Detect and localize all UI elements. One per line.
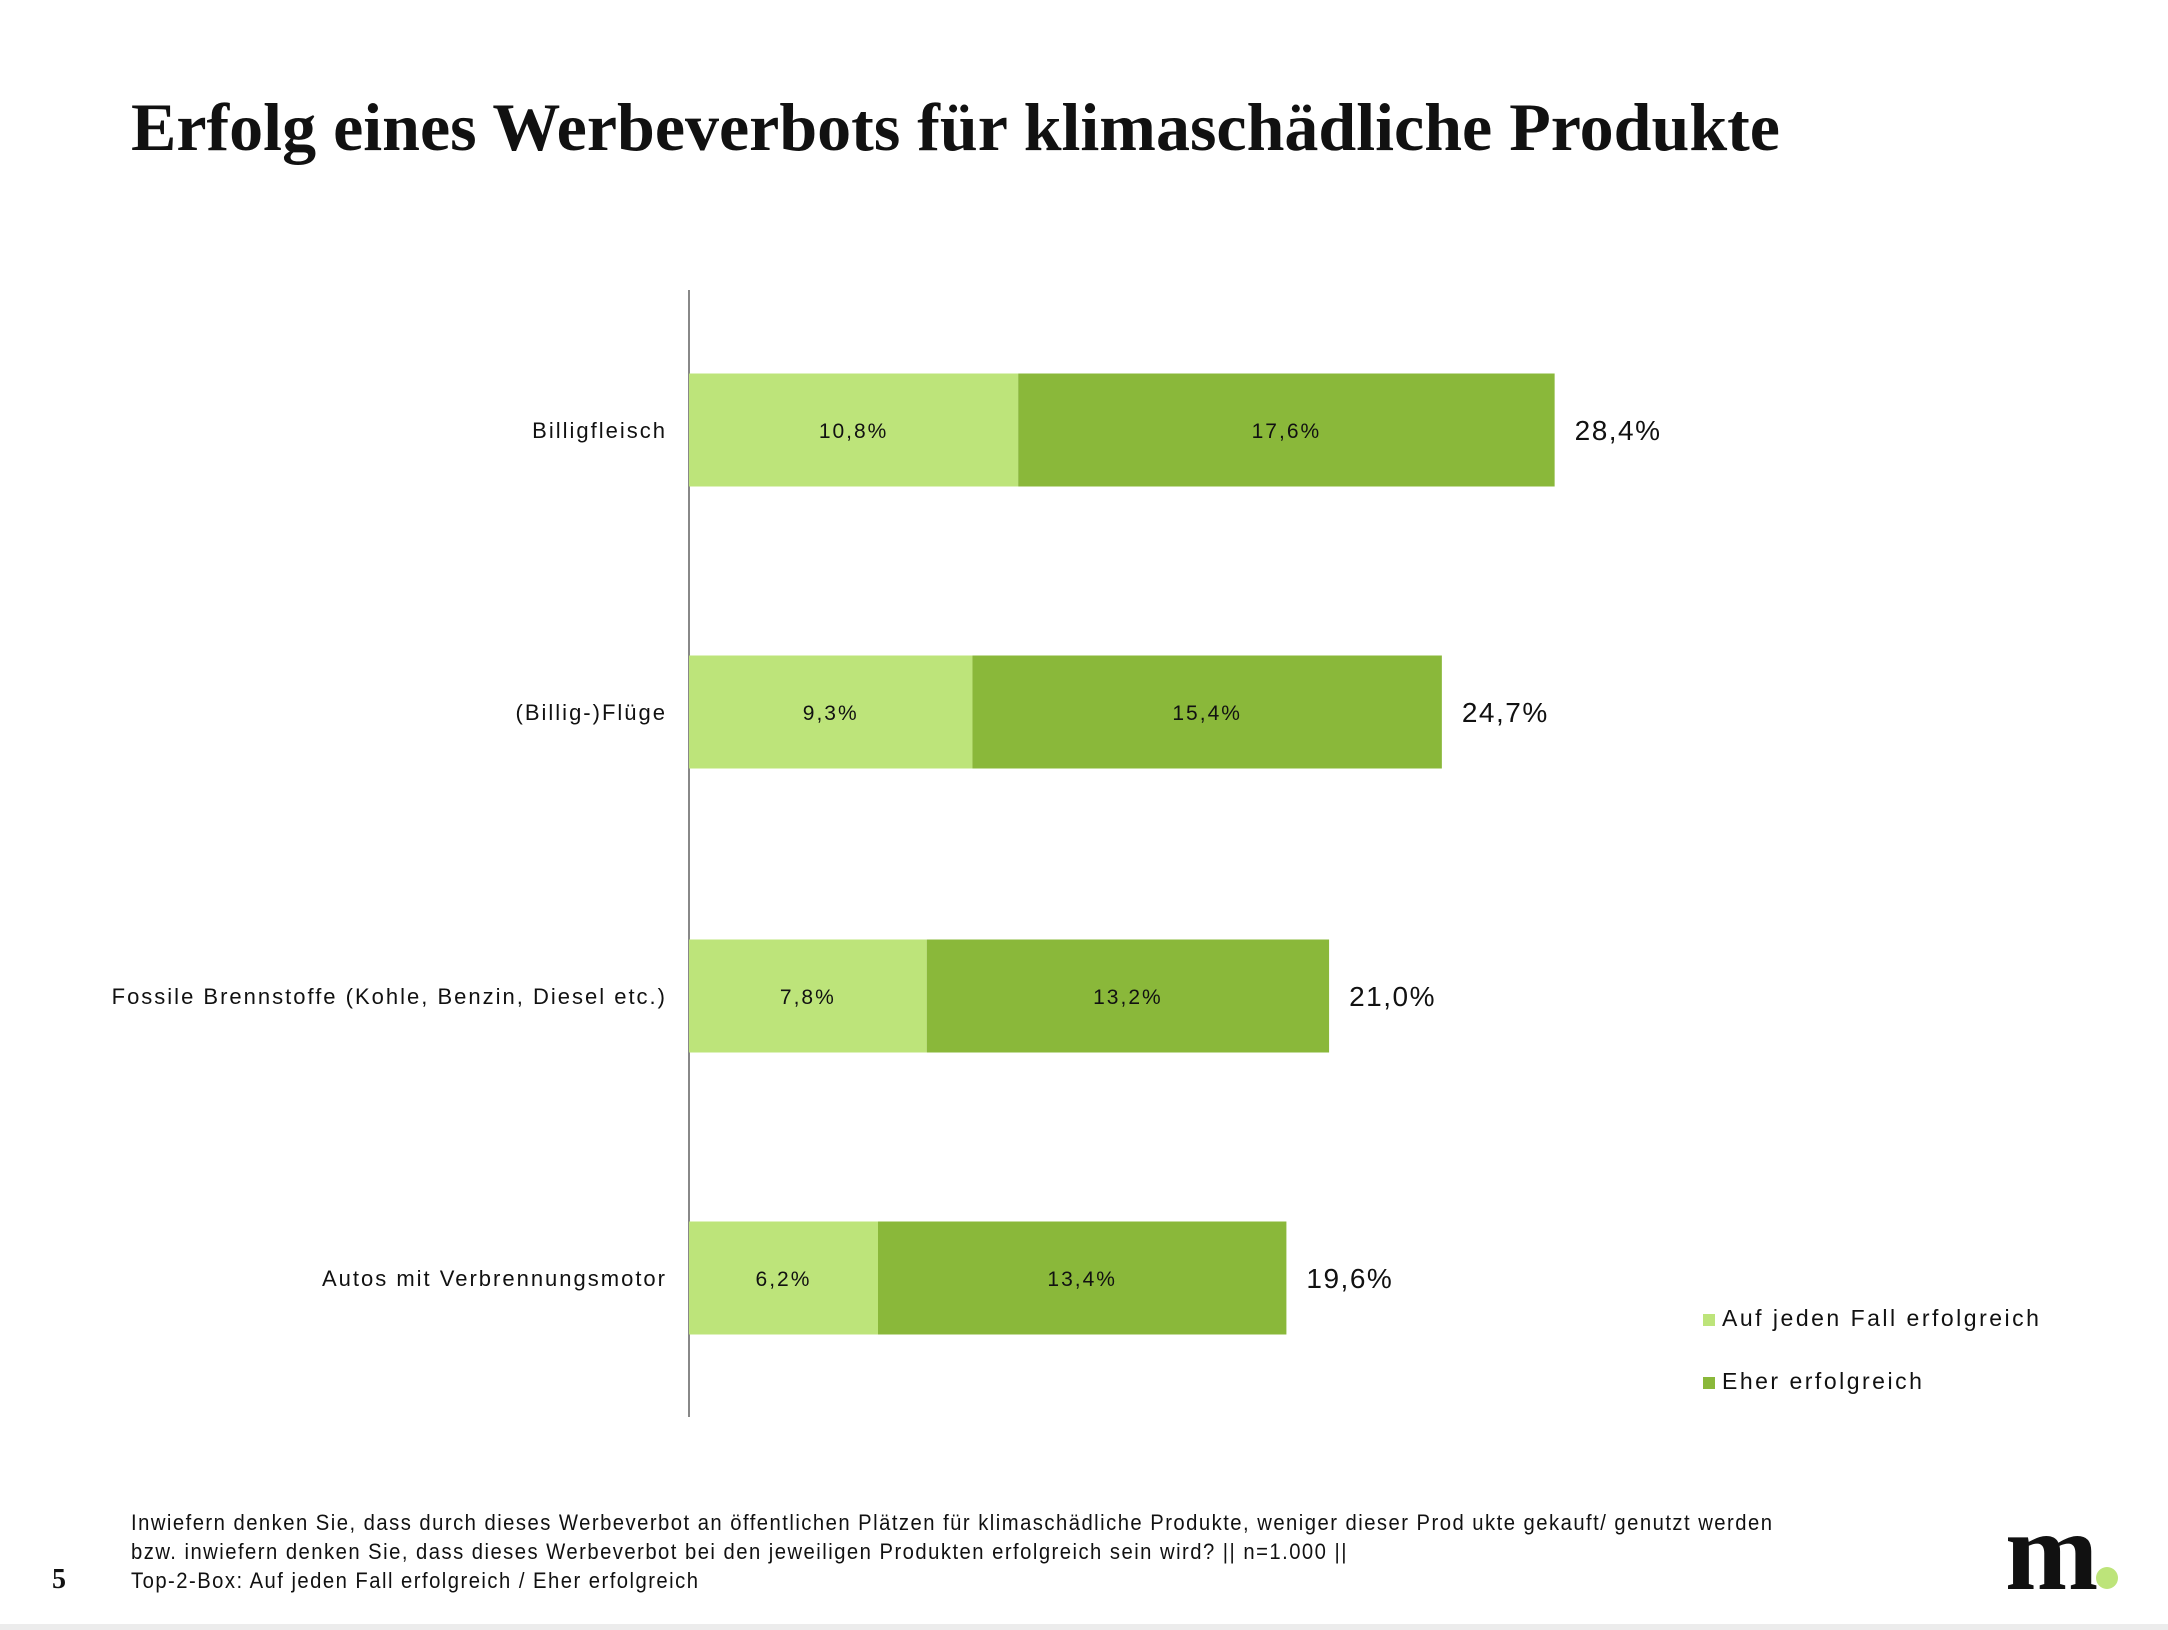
bar-segment xyxy=(689,373,1019,487)
legend-swatch xyxy=(1703,1377,1715,1389)
data-label: 15,4% xyxy=(1172,702,1242,725)
total-label: 21,0% xyxy=(1349,981,1436,1012)
category-label: Billigfleisch xyxy=(532,418,667,443)
bar-segment xyxy=(689,1221,878,1335)
footnote-line: bzw. inwiefern denken Sie, dass dieses W… xyxy=(131,1539,1348,1564)
bar-segment xyxy=(972,655,1442,769)
data-label: 17,6% xyxy=(1252,420,1322,443)
legend-label: Auf jeden Fall erfolgreich xyxy=(1722,1305,2041,1331)
total-label: 19,6% xyxy=(1306,1263,1393,1294)
footnote-line: Inwiefern denken Sie, dass durch dieses … xyxy=(131,1510,1774,1535)
category-label: Autos mit Verbrennungsmotor xyxy=(322,1266,667,1291)
bottom-divider xyxy=(0,1624,2168,1630)
bar-segment xyxy=(926,939,1330,1053)
data-label: 10,8% xyxy=(819,420,889,443)
category-label: (Billig-)Flüge xyxy=(516,700,667,725)
page-number: 5 xyxy=(52,1564,66,1595)
legend-label: Eher erfolgreich xyxy=(1722,1368,1924,1394)
bar-segment xyxy=(689,655,973,769)
logo-letter: m xyxy=(2005,1490,2098,1614)
bar-segment xyxy=(689,939,927,1053)
footnote: Inwiefern denken Sie, dass durch dieses … xyxy=(131,1508,1773,1595)
brand-logo: m xyxy=(2005,1496,2119,1608)
data-label: 6,2% xyxy=(756,1268,812,1291)
bar-segment xyxy=(877,1221,1287,1335)
legend-swatch xyxy=(1703,1314,1715,1326)
logo-dot xyxy=(2096,1567,2119,1589)
data-label: 13,2% xyxy=(1093,986,1163,1009)
footnote-line: Top-2-Box: Auf jeden Fall erfolgreich / … xyxy=(131,1568,700,1593)
total-label: 24,7% xyxy=(1462,697,1549,728)
data-label: 9,3% xyxy=(803,702,859,725)
category-label: Fossile Brennstoffe (Kohle, Benzin, Dies… xyxy=(112,984,667,1009)
data-label: 13,4% xyxy=(1047,1268,1117,1291)
total-label: 28,4% xyxy=(1575,415,1662,446)
page-title: Erfolg eines Werbeverbots für klimaschäd… xyxy=(131,89,1780,165)
bar-segment xyxy=(1018,373,1555,487)
data-label: 7,8% xyxy=(780,986,836,1009)
